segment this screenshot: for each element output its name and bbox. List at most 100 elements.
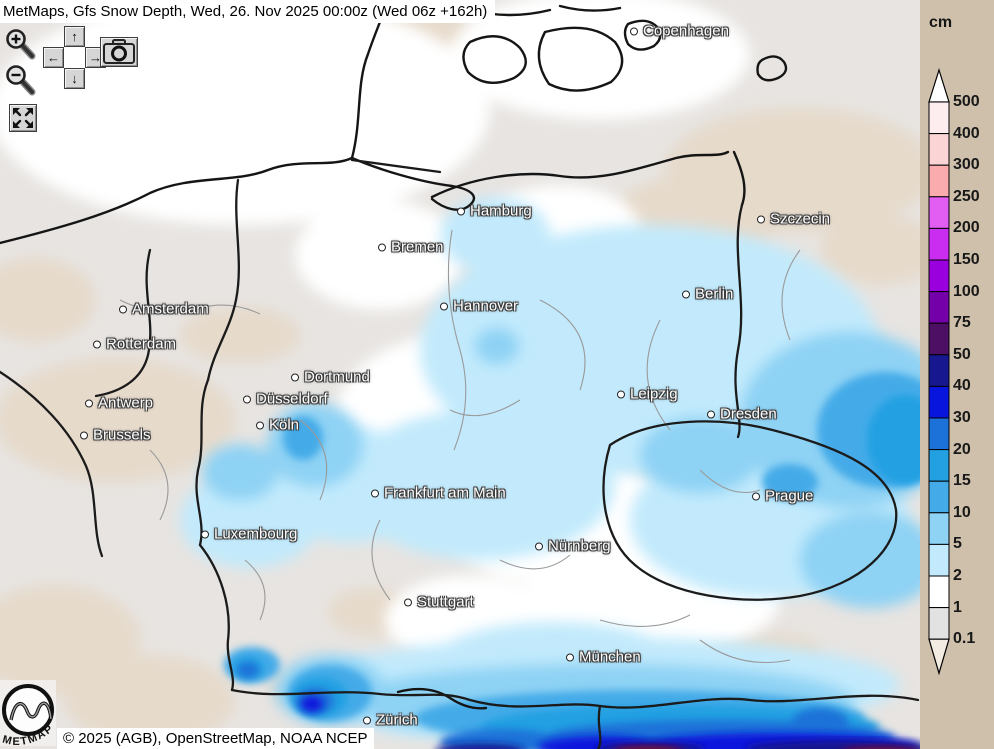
zoom-out-button[interactable] xyxy=(5,64,37,98)
city-marker-icon xyxy=(291,373,299,381)
city-name: Hannover xyxy=(453,297,519,315)
city-marker-icon xyxy=(119,305,127,313)
city-label: Stuttgart xyxy=(404,594,474,611)
city-marker-icon xyxy=(757,215,765,223)
city-label: Luxembourg xyxy=(201,526,297,543)
zoom-in-button[interactable] xyxy=(5,28,37,62)
city-name: Luxembourg xyxy=(214,525,298,543)
city-marker-icon xyxy=(535,542,543,550)
city-name: Brussels xyxy=(93,426,151,444)
city-marker-icon xyxy=(566,653,574,661)
legend-tick: 10 xyxy=(953,503,971,521)
legend-tick: 75 xyxy=(953,314,971,332)
legend-tick: 200 xyxy=(953,219,980,237)
city-marker-icon xyxy=(243,395,251,403)
city-name: München xyxy=(579,648,641,666)
city-name: Copenhagen xyxy=(643,22,729,40)
city-label: Dresden xyxy=(707,406,777,423)
city-name: Köln xyxy=(269,416,300,434)
attribution: © 2025 (AGB), OpenStreetMap, NOAA NCEP xyxy=(57,728,374,749)
city-name: Frankfurt am Main xyxy=(384,484,506,502)
city-label: Rotterdam xyxy=(93,336,176,353)
metmaps-logo[interactable]: METMAPS xyxy=(0,680,62,749)
city-name: Antwerp xyxy=(98,394,154,412)
city-label: Frankfurt am Main xyxy=(371,485,506,502)
coastlines xyxy=(0,0,788,710)
city-marker-icon xyxy=(363,716,371,724)
city-marker-icon xyxy=(457,207,465,215)
city-label: Amsterdam xyxy=(119,301,209,318)
city-marker-icon xyxy=(80,431,88,439)
legend-tick: 2 xyxy=(953,567,962,584)
city-name: Szczecin xyxy=(770,210,831,228)
city-marker-icon xyxy=(85,399,93,407)
legend-tick: 150 xyxy=(953,251,980,268)
magnifier-minus-icon xyxy=(6,65,36,96)
pan-down-button[interactable]: ↓ xyxy=(64,68,85,89)
city-name: Zürich xyxy=(376,711,418,729)
city-name: Bremen xyxy=(391,238,444,256)
pan-up-button[interactable]: ↑ xyxy=(64,26,85,47)
city-name: Leipzig xyxy=(630,385,678,403)
legend-tick: 30 xyxy=(953,409,971,426)
city-label: Prague xyxy=(752,488,813,505)
pan-left-button[interactable]: ← xyxy=(43,47,64,68)
city-name: Stuttgart xyxy=(417,593,474,611)
fullscreen-button[interactable] xyxy=(9,104,37,132)
legend-tick: 20 xyxy=(953,440,971,458)
city-marker-icon xyxy=(378,243,386,251)
city-name: Amsterdam xyxy=(132,300,209,318)
legend-tick: 500 xyxy=(953,93,980,110)
city-label: Hannover xyxy=(440,298,518,315)
legend-tick: 250 xyxy=(953,187,980,205)
arrow-left-icon: ← xyxy=(47,50,60,65)
city-marker-icon xyxy=(707,410,715,418)
arrow-up-icon: ↑ xyxy=(71,29,78,44)
city-label: Hamburg xyxy=(457,203,532,220)
legend-color-bar xyxy=(928,67,950,676)
map-title: MetMaps, Gfs Snow Depth, Wed, 26. Nov 20… xyxy=(0,0,496,23)
city-label: Nürnberg xyxy=(535,538,611,555)
city-marker-icon xyxy=(256,421,264,429)
city-name: Rotterdam xyxy=(106,335,177,353)
snow-layer-40 xyxy=(436,740,920,749)
city-label: Brussels xyxy=(80,427,151,444)
city-label: Copenhagen xyxy=(630,23,729,40)
city-name: Nürnberg xyxy=(548,537,611,555)
legend-unit-label: cm xyxy=(929,14,953,31)
city-marker-icon xyxy=(682,290,690,298)
city-marker-icon xyxy=(617,390,625,398)
city-label: Szczecin xyxy=(757,211,830,228)
arrow-down-icon: ↓ xyxy=(71,71,78,86)
city-marker-icon xyxy=(371,489,379,497)
city-marker-icon xyxy=(630,27,638,35)
snow-depth-map-graphic xyxy=(0,0,920,749)
city-label: München xyxy=(566,649,641,666)
magnifier-plus-icon xyxy=(6,29,36,60)
city-name: Dresden xyxy=(720,405,777,423)
city-name: Düsseldorf xyxy=(256,390,328,408)
admin-borders xyxy=(119,229,801,663)
expand-arrows-icon xyxy=(13,108,33,128)
city-name: Hamburg xyxy=(470,202,532,220)
legend-tick: 5 xyxy=(953,535,962,553)
legend-tick: 40 xyxy=(953,377,971,395)
map-canvas[interactable]: Copenhagen Hamburg Bremen Szczecin Amsterdam… xyxy=(0,0,920,749)
city-name: Berlin xyxy=(695,285,734,303)
city-label: Berlin xyxy=(682,286,733,303)
legend-tick: 1 xyxy=(953,598,962,616)
city-marker-icon xyxy=(752,492,760,500)
city-label: Dortmund xyxy=(291,369,370,386)
legend-tick: 0.1 xyxy=(953,630,976,648)
city-name: Dortmund xyxy=(304,368,370,386)
legend-panel: cm 500 400 300 250 200 150 100 75 50 40 30 20 15 10 5 2… xyxy=(920,0,994,749)
city-label: Düsseldorf xyxy=(243,391,328,408)
snapshot-button[interactable] xyxy=(100,37,138,67)
legend-tick: 100 xyxy=(953,282,980,300)
city-label: Zürich xyxy=(363,712,418,729)
camera-icon xyxy=(103,39,135,64)
city-label: Antwerp xyxy=(85,395,153,412)
city-label: Köln xyxy=(256,417,299,434)
city-label: Leipzig xyxy=(617,386,678,403)
